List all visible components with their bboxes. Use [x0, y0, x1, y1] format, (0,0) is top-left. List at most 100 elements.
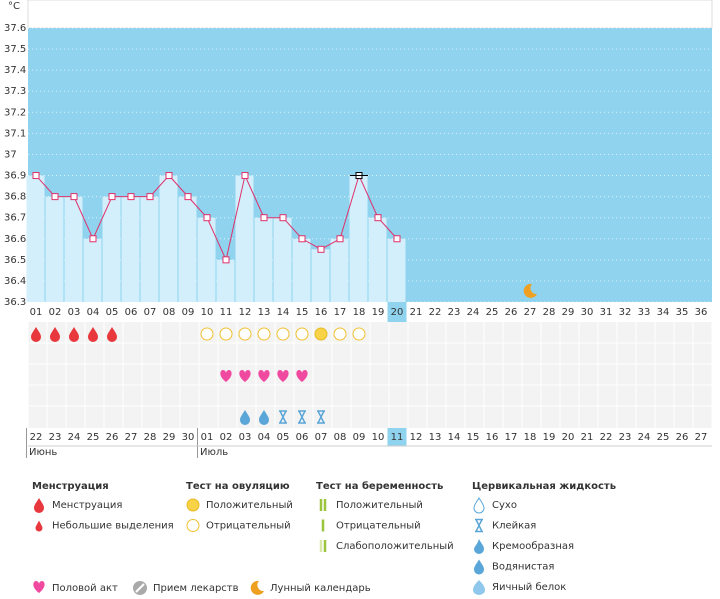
icon-shape — [35, 520, 43, 532]
date-label: 11 — [391, 432, 404, 443]
temp-bar — [140, 196, 159, 302]
icon-mens — [50, 327, 60, 342]
icon-pt3 — [319, 540, 327, 552]
icon-shape — [219, 327, 233, 341]
x-tick-label: 14 — [277, 307, 290, 318]
x-tick-label: 23 — [448, 307, 461, 318]
date-label: 22 — [600, 432, 613, 443]
icon-shape — [277, 370, 289, 382]
y-tick-label: 37.2 — [4, 107, 26, 118]
date-label: 28 — [144, 432, 157, 443]
temp-point — [146, 193, 154, 201]
icon-mens — [107, 327, 117, 342]
date-label: 05 — [277, 432, 290, 443]
icon-neg — [333, 327, 347, 341]
icon-pill — [133, 581, 147, 595]
temp-point — [108, 193, 116, 201]
temp-point — [336, 235, 344, 243]
icon-sticky — [317, 410, 325, 424]
icon-shape — [276, 327, 290, 341]
x-tick-label: 32 — [619, 307, 632, 318]
temp-bar — [235, 175, 254, 302]
date-label: 02 — [220, 432, 233, 443]
icon-shape — [186, 498, 200, 512]
y-tick-label: 37.1 — [4, 128, 26, 139]
date-label: 01 — [201, 432, 214, 443]
x-tick-label: 22 — [429, 307, 442, 318]
y-tick-label: 36.8 — [4, 192, 26, 203]
legend-item: Яичный белок — [492, 582, 566, 593]
x-tick-label: 24 — [467, 307, 480, 318]
icon-neg — [219, 327, 233, 341]
icon-shape — [220, 370, 232, 382]
y-tick-label: 37.4 — [4, 65, 26, 76]
icon-sticky — [298, 410, 306, 424]
date-label: 26 — [106, 432, 119, 443]
x-tick-label: 13 — [258, 307, 271, 318]
date-label: 09 — [353, 432, 366, 443]
icon-shape — [473, 497, 485, 514]
date-label: 17 — [505, 432, 518, 443]
legend-item: Сухо — [492, 500, 517, 511]
date-label: 24 — [638, 432, 651, 443]
icon-shape — [31, 327, 41, 342]
legend-item: Отрицательный — [336, 521, 421, 532]
icon-neg — [257, 327, 271, 341]
icon-shape — [333, 327, 347, 341]
x-tick-label: 30 — [581, 307, 594, 318]
icon-shape — [352, 327, 366, 341]
x-tick-label: 06 — [125, 307, 138, 318]
month-label: Июль — [200, 447, 228, 458]
icon-shape — [240, 410, 250, 425]
icon-pos — [314, 327, 328, 341]
icon-shape — [474, 559, 484, 575]
temp-point — [127, 193, 135, 201]
icon-heart — [258, 370, 270, 382]
y-tick-label: 36.6 — [4, 234, 26, 245]
x-tick-label: 25 — [486, 307, 499, 318]
icon-shape — [135, 583, 145, 593]
icon-shape — [69, 327, 79, 342]
icon-shape — [88, 327, 98, 342]
date-label: 16 — [486, 432, 499, 443]
icon-heart — [296, 370, 308, 382]
icon-shape — [298, 410, 306, 424]
icon-shape — [259, 410, 269, 425]
icon-mens — [88, 327, 98, 342]
temp-bar — [178, 196, 197, 302]
y-tick-label: 36.3 — [4, 297, 26, 308]
legend-title: Менструация — [32, 481, 109, 492]
selected-date — [387, 428, 407, 446]
date-label: 21 — [581, 432, 594, 443]
temp-point — [298, 235, 306, 243]
temp-bar — [26, 175, 45, 302]
x-tick-label: 08 — [163, 307, 176, 318]
temp-bar — [330, 238, 349, 302]
legend-item: Слабоположительный — [336, 541, 454, 552]
x-tick-label: 15 — [296, 307, 309, 318]
temp-bar — [254, 217, 273, 302]
x-tick-label: 17 — [334, 307, 347, 318]
date-label: 10 — [372, 432, 385, 443]
date-label: 23 — [619, 432, 632, 443]
date-label: 18 — [524, 432, 537, 443]
temp-bar — [121, 196, 140, 302]
icon-moon — [523, 283, 537, 298]
date-label: 03 — [239, 432, 252, 443]
icon-neg — [238, 327, 252, 341]
date-label: 20 — [562, 432, 575, 443]
y-tick-label: 36.5 — [4, 255, 26, 266]
icon-moon — [250, 580, 264, 595]
icon-shape — [257, 327, 271, 341]
selected-day — [387, 302, 407, 322]
x-tick-label: 21 — [410, 307, 423, 318]
x-tick-label: 11 — [220, 307, 233, 318]
x-tick-label: 18 — [353, 307, 366, 318]
x-tick-label: 34 — [657, 307, 670, 318]
y-tick-label: 36.7 — [4, 213, 26, 224]
x-tick-label: 29 — [562, 307, 575, 318]
temp-bar — [368, 217, 387, 302]
icon-shape — [295, 327, 309, 341]
x-tick-label: 04 — [87, 307, 100, 318]
